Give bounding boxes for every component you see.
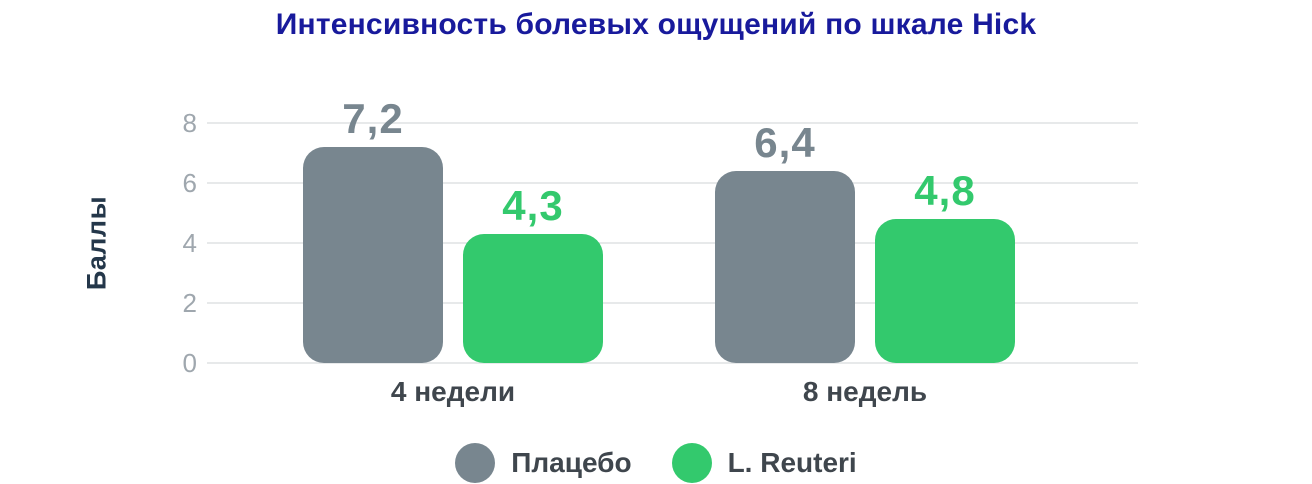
bar-value-label: 7,2: [342, 95, 404, 142]
y-tick-label: 0: [182, 348, 197, 378]
bar: [303, 147, 443, 363]
legend-swatch-icon: [671, 442, 712, 483]
legend-item: Плацебо: [455, 442, 632, 483]
legend-label: Плацебо: [511, 446, 632, 478]
bar-value-label: 4,8: [914, 167, 976, 214]
y-tick-label: 4: [182, 228, 197, 258]
legend-label: L. Reuteri: [727, 446, 857, 478]
category-label: 4 недели: [390, 376, 516, 407]
y-axis-title: Баллы: [81, 195, 112, 291]
bar-value-label: 6,4: [754, 119, 816, 166]
legend: Плацебо L. Reuteri: [0, 441, 1312, 484]
legend-swatch-icon: [455, 442, 496, 483]
y-tick-label: 6: [182, 168, 197, 198]
plot-area: 7,2 4,3 6,4 4,8: [207, 97, 1138, 364]
category-label: 8 недель: [802, 376, 928, 407]
gridline: [207, 242, 1138, 244]
bar-value-label: 4,3: [502, 182, 564, 229]
y-tick-label: 2: [182, 288, 197, 318]
legend-item: L. Reuteri: [671, 442, 857, 483]
gridline: [207, 362, 1138, 364]
y-tick-label: 8: [182, 108, 197, 138]
gridline: [207, 302, 1138, 304]
gridline: [207, 182, 1138, 184]
bar: [875, 219, 1015, 363]
gridline: [207, 122, 1138, 124]
bar: [715, 171, 855, 363]
chart-title: Интенсивность болевых ощущений по шкале …: [275, 8, 1037, 41]
bar: [463, 234, 603, 363]
